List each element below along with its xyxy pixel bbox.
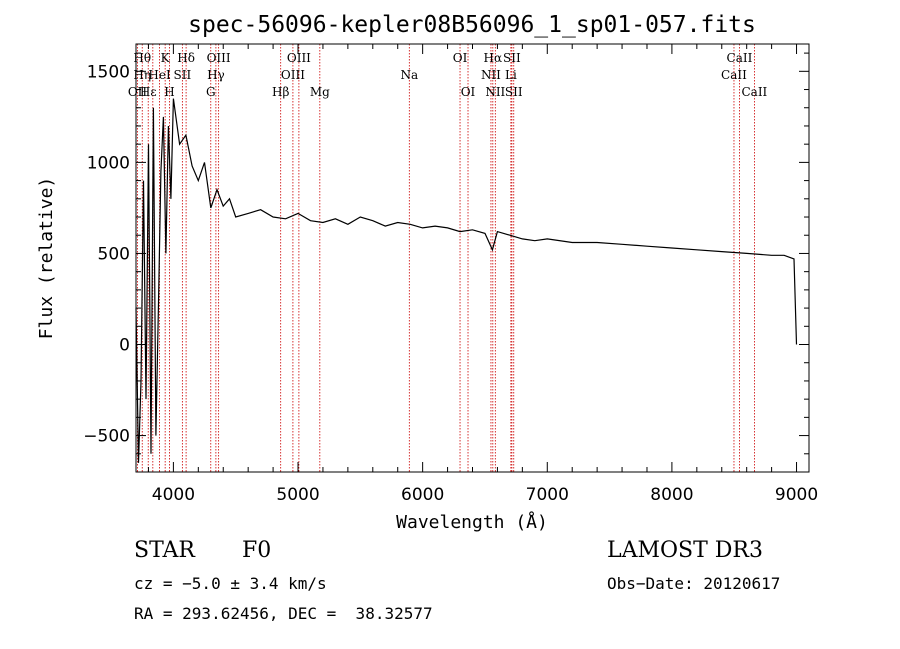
marker-label: Hα	[484, 51, 503, 65]
marker-label: Na	[400, 68, 418, 82]
x-axis-label: Wavelength (Å)	[396, 511, 548, 533]
x-tick-label: 5000	[276, 485, 319, 505]
marker-label: Hδ	[177, 51, 195, 65]
object-subclass: F0	[242, 538, 272, 563]
chart-title: spec-56096-kepler08B56096_1_sp01-057.fit…	[188, 12, 756, 38]
marker-label: SII	[505, 85, 523, 99]
marker-label: OI	[453, 51, 468, 65]
observation-date: Obs−Date: 20120617	[607, 574, 781, 593]
marker-label: OI	[461, 85, 476, 99]
y-axis-label: Flux (relative)	[36, 177, 57, 340]
y-tick-label: 500	[98, 244, 130, 264]
survey-name: LAMOST DR3	[607, 538, 763, 563]
marker-label: Li	[505, 68, 517, 82]
marker-label: OIII	[287, 51, 311, 65]
y-tick-label: −500	[83, 427, 130, 447]
marker-label: CaII	[741, 85, 767, 99]
y-tick-label: 0	[119, 336, 130, 356]
flux-series-line	[135, 98, 798, 463]
marker-label: K	[161, 51, 171, 65]
y-tick-label: 1500	[87, 62, 130, 82]
marker-label: Hβ	[272, 85, 289, 99]
marker-label: OII	[128, 85, 148, 99]
marker-label: H	[164, 85, 174, 99]
marker-label: NII	[481, 68, 501, 82]
ra-dec-coordinates: RA = 293.62456, DEC = 38.32577	[134, 604, 433, 623]
marker-label: SII	[503, 51, 521, 65]
line-marker-labels: OIIHθHηHεHeIKHSIIHδGHγOIIIHβOIIIOIIIMgNa…	[128, 51, 768, 99]
x-tick-label: 9000	[775, 485, 818, 505]
marker-label: Hθ	[133, 51, 151, 65]
marker-label: OIII	[281, 68, 305, 82]
x-tick-label: 4000	[152, 485, 195, 505]
marker-label: G	[206, 85, 216, 99]
marker-label: Hγ	[207, 68, 225, 82]
marker-label: Hε	[140, 85, 157, 99]
marker-label: CaII	[721, 68, 747, 82]
marker-label: SII	[174, 68, 192, 82]
marker-label: Mg	[310, 85, 330, 99]
marker-label: NII	[485, 85, 505, 99]
x-tick-label: 6000	[401, 485, 444, 505]
x-tick-label: 8000	[650, 485, 693, 505]
y-axis-ticks: −500 0 500 1000 1500	[83, 52, 809, 455]
y-tick-label: 1000	[87, 153, 130, 173]
x-axis-ticks: 4000 5000 6000 7000 8000 9000	[147, 44, 818, 505]
line-markers	[137, 44, 755, 472]
marker-label: CaII	[727, 51, 753, 65]
marker-label: HeI	[148, 68, 171, 82]
redshift-cz: cz = −5.0 ± 3.4 km/s	[134, 574, 327, 593]
plot-frame	[135, 43, 810, 473]
object-class: STAR	[134, 538, 195, 563]
marker-label: OIII	[207, 51, 231, 65]
x-tick-label: 7000	[526, 485, 569, 505]
